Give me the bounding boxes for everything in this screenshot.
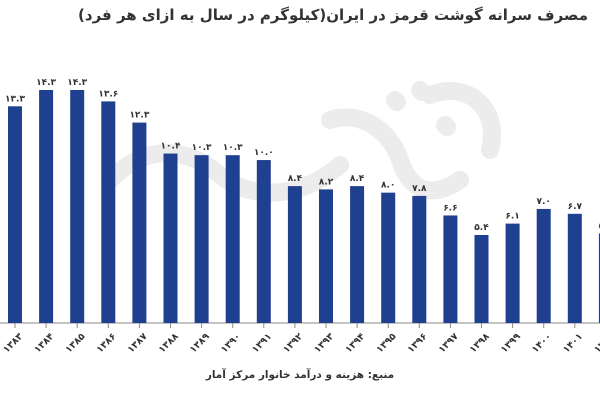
- bar: [256, 160, 271, 323]
- data-label: ۵.۴: [474, 223, 489, 233]
- bar: [381, 192, 396, 323]
- bar: [39, 90, 54, 323]
- data-label: ۱۰.۴: [161, 142, 181, 152]
- data-label: ۱۴.۳: [36, 78, 56, 88]
- data-label: ۱۰.۰: [254, 148, 274, 158]
- x-tick-label: ۱۳۸۹: [188, 331, 212, 355]
- data-label: ۱۳.۳: [5, 94, 25, 104]
- x-tick-label: ۱۴۰۰: [530, 331, 554, 355]
- bar: [567, 213, 582, 323]
- chart-title: مصرف سرانه گوشت قرمز در ایران(کیلوگرم در…: [78, 6, 588, 24]
- x-tick-label: ۱۳۸۳: [1, 331, 25, 355]
- bar: [474, 235, 489, 323]
- x-tick-label: ۱۳۸۴: [32, 331, 56, 355]
- x-tick-label: ۱۳۸۸: [157, 331, 181, 355]
- data-label: ۸.۴: [350, 174, 365, 184]
- bar: [319, 189, 333, 323]
- bar: [443, 215, 458, 323]
- bar: [412, 195, 427, 323]
- data-label: ۱۴.۳: [67, 78, 87, 88]
- x-tick-label: ۱۳۹۰: [219, 331, 243, 355]
- bar: [101, 101, 116, 323]
- data-label: ۸.۰: [381, 181, 395, 191]
- bar: [163, 153, 178, 323]
- x-tick-label: ۱۳۸۵: [63, 331, 87, 355]
- x-tick-label: ۱۳۹۷: [437, 331, 461, 355]
- bar: [70, 90, 85, 323]
- bar: [194, 155, 209, 323]
- x-tick-label: ۱۳۹۳: [312, 331, 336, 355]
- bar: [287, 186, 302, 323]
- data-label: ۷.۸: [412, 184, 427, 194]
- x-tick-label: ۱۳۹۲: [281, 331, 305, 355]
- x-tick-label: ۱۴۰۲: [592, 331, 600, 355]
- data-label: ۸.۲: [319, 177, 334, 187]
- bar: [536, 208, 551, 323]
- bar: [8, 106, 22, 324]
- bar: [225, 155, 240, 323]
- data-label: ۱۲.۳: [129, 111, 149, 121]
- bar: [350, 186, 365, 323]
- x-tick-label: ۱۳۹۹: [499, 331, 523, 355]
- bar: [598, 233, 600, 323]
- data-label: ۱۰.۳: [223, 143, 243, 153]
- x-tick-label: ۱۳۹۴: [343, 331, 367, 355]
- x-tick-label: ۱۳۹۸: [468, 331, 492, 355]
- x-tick-label: ۱۳۹۱: [250, 331, 274, 355]
- data-label: ۶.۱: [505, 212, 519, 222]
- x-tick-label: ۱۳۹۶: [405, 331, 429, 355]
- data-label: ۶.۶: [443, 203, 457, 213]
- data-label: ۱۳.۶: [98, 89, 118, 99]
- bar: [132, 122, 147, 324]
- x-tick-label: ۱۳۹۵: [374, 331, 398, 355]
- data-label: ۸.۴: [288, 174, 303, 184]
- data-label: ۵.۵: [599, 221, 600, 231]
- data-label: ۶.۷: [568, 202, 583, 212]
- bar: [505, 223, 520, 323]
- source-note: منبع: هزینه و درآمد خانوار مرکز آمار: [205, 369, 395, 381]
- data-label: ۷.۰: [536, 197, 550, 207]
- x-tick-label: ۱۳۸۶: [94, 331, 118, 355]
- x-tick-label: ۱۳۸۷: [126, 331, 150, 355]
- data-label: ۱۰.۳: [192, 143, 212, 153]
- x-tick-label: ۱۴۰۱: [561, 331, 585, 355]
